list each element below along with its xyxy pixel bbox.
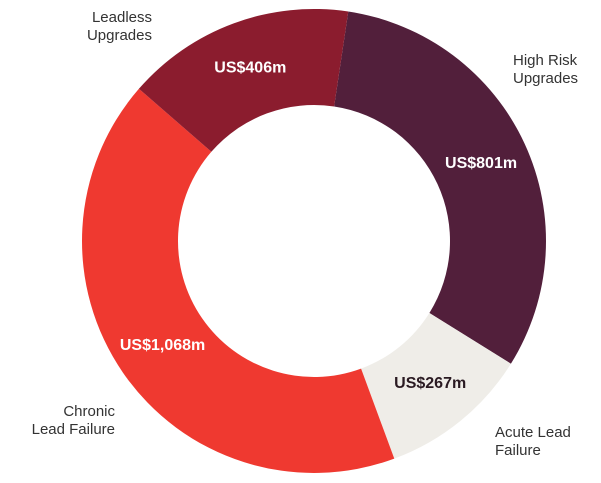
category-label: Leadless Upgrades [86, 9, 152, 44]
value-label: US$406m [214, 60, 286, 77]
donut-slice [82, 88, 395, 473]
category-label: High Risk Upgrades [513, 52, 579, 87]
donut-slice [334, 11, 546, 364]
donut-slice [138, 9, 349, 152]
category-label: Acute Lead Failure [495, 424, 571, 459]
value-label: US$801m [445, 155, 517, 172]
value-label: US$267m [394, 375, 466, 392]
category-label: Chronic Lead Failure [31, 403, 115, 438]
value-label: US$1,068m [120, 337, 205, 354]
donut-slice [361, 312, 511, 459]
